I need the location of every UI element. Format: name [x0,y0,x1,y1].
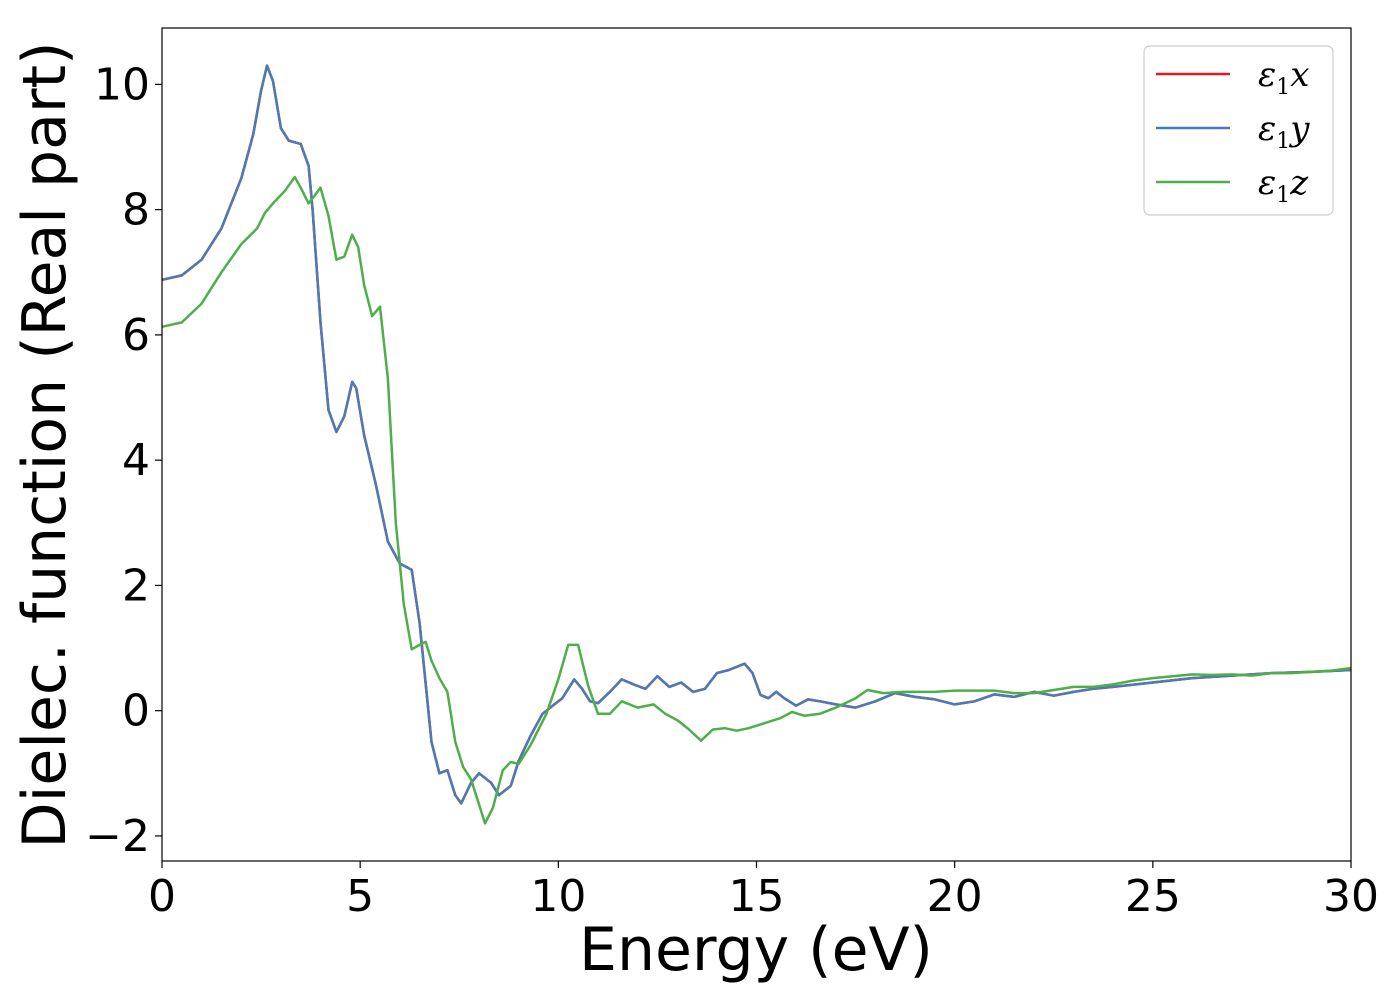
x-axis-ticks: 0 5 10 15 20 25 30 [148,861,1379,922]
y-tick-label: 6 [122,310,150,361]
legend-item-y: ε1y [1156,109,1310,154]
y-tick-label: 10 [94,59,150,110]
legend-item-z: ε1z [1156,163,1309,208]
y-tick-label: 8 [122,185,150,236]
x-tick-label: 20 [927,871,983,922]
legend-label-z: ε1z [1258,163,1309,208]
legend-label-x: ε1x [1258,55,1309,100]
y-tick-label: 4 [122,435,150,486]
x-axis-label: Energy (eV) [579,915,933,985]
legend-label-y: ε1y [1258,109,1310,154]
series-layer [161,64,1352,825]
y-axis-ticks: −2 0 2 4 6 8 10 [85,59,162,862]
legend-item-x: ε1x [1156,55,1309,100]
y-tick-label: 0 [122,686,150,737]
x-tick-label: 25 [1125,871,1181,922]
x-tick-label: 0 [148,871,176,922]
x-tick-label: 10 [530,871,586,922]
x-tick-label: 5 [346,871,374,922]
x-tick-label: 15 [729,871,785,922]
legend-box [1143,45,1334,216]
y-tick-label: −2 [85,811,150,862]
series-line-z [161,175,1352,825]
x-tick-label: 30 [1323,871,1379,922]
y-axis-label: Dielec. function (Real part) [10,42,80,849]
y-tick-label: 2 [122,560,150,611]
series-line-y [161,64,1352,805]
legend: ε1x ε1y ε1z [1143,45,1334,216]
